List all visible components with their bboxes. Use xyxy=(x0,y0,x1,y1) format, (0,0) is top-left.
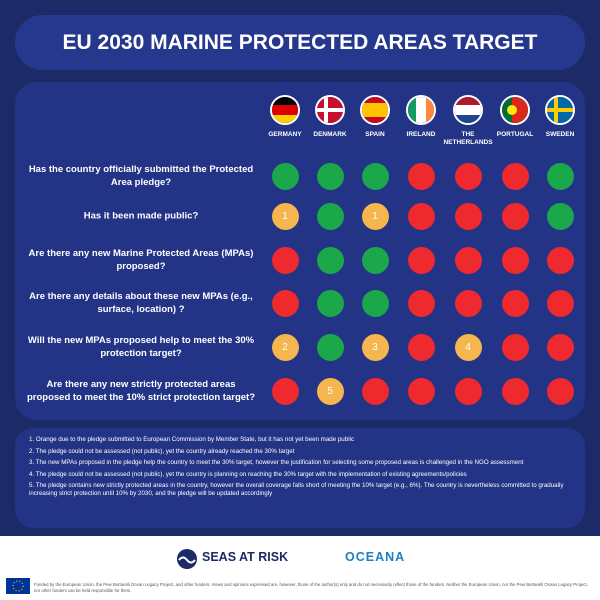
country-name: PORTUGAL xyxy=(496,131,534,138)
question: Are there any new strictly protected are… xyxy=(26,379,256,403)
status-dot xyxy=(454,162,482,190)
logo: OCEANA xyxy=(345,550,406,564)
country-name: GERMANY xyxy=(268,131,302,138)
status-dot xyxy=(271,289,299,317)
status-dot xyxy=(271,246,299,274)
flag xyxy=(270,95,300,125)
status-dot xyxy=(501,333,529,361)
footnote: 1. Orange due to the pledge submitted to… xyxy=(29,436,355,443)
status-dot xyxy=(546,377,574,405)
footnote: 4. The pledge could not be assessed (not… xyxy=(29,470,467,478)
logo: SEAS AT RISK xyxy=(202,550,289,564)
status-dot xyxy=(361,246,389,274)
status-dot xyxy=(454,289,482,317)
status-dot: 4 xyxy=(454,333,482,361)
footer: SEAS AT RISK OCEANA Funded by the Europe… xyxy=(0,536,600,600)
status-dot: 5 xyxy=(316,377,344,405)
status-dot xyxy=(501,202,529,230)
status-dot xyxy=(546,202,574,230)
status-dot xyxy=(316,289,344,317)
footnote: 3. The new MPAs proposed in the pledge h… xyxy=(29,459,524,466)
status-dot xyxy=(407,333,435,361)
flag xyxy=(500,95,530,125)
question: Will the new MPAs proposed help to meet … xyxy=(27,335,255,359)
seas-at-risk-icon xyxy=(177,549,197,569)
status-dot xyxy=(546,246,574,274)
status-dot xyxy=(316,333,344,361)
footnote: 5. The pledge contains new strictly prot… xyxy=(29,482,564,497)
status-dot xyxy=(546,333,574,361)
status-dot xyxy=(271,162,299,190)
status-dot xyxy=(501,377,529,405)
flag xyxy=(360,95,390,125)
footnotes: 1. Orange due to the pledge submitted to… xyxy=(15,428,585,528)
country-name: DENMARK xyxy=(313,131,347,138)
title: EU 2030 MARINE PROTECTED AREAS TARGET TR… xyxy=(15,15,585,109)
flag xyxy=(453,95,483,125)
status-dot xyxy=(407,289,435,317)
status-dot xyxy=(316,202,344,230)
flag xyxy=(545,95,575,125)
status-dot xyxy=(361,289,389,317)
status-dot xyxy=(501,162,529,190)
status-dot xyxy=(316,162,344,190)
flag xyxy=(406,95,436,125)
question: Has the country officially submitted the… xyxy=(28,164,254,188)
status-dot: 1 xyxy=(361,202,389,230)
status-dot xyxy=(271,377,299,405)
status-dot xyxy=(316,246,344,274)
status-dot xyxy=(361,162,389,190)
disclaimer: Funded by the European Union, the Pew Be… xyxy=(34,582,588,593)
status-dot xyxy=(454,202,482,230)
status-dot xyxy=(407,377,435,405)
status-dot xyxy=(361,377,389,405)
country-name: SPAIN xyxy=(365,131,385,138)
country-name: SWEDEN xyxy=(545,131,575,138)
question: Are there any new Marine Protected Areas… xyxy=(28,248,254,272)
status-dot xyxy=(454,377,482,405)
status-dot xyxy=(454,246,482,274)
question: Has it been made public? xyxy=(83,210,199,222)
country-name: THE NETHERLANDS xyxy=(443,131,493,146)
status-dot xyxy=(546,289,574,317)
status-dot xyxy=(407,202,435,230)
status-dot xyxy=(501,289,529,317)
eu-flag xyxy=(6,578,30,594)
status-dot: 2 xyxy=(271,333,299,361)
question: Are there any details about these new MP… xyxy=(29,291,253,315)
country-name: IRELAND xyxy=(406,131,436,138)
status-dot: 3 xyxy=(361,333,389,361)
status-dot xyxy=(501,246,529,274)
status-dot xyxy=(407,246,435,274)
flag xyxy=(315,95,345,125)
status-dot xyxy=(546,162,574,190)
status-dot xyxy=(407,162,435,190)
tracker-panel xyxy=(15,82,585,420)
footnote: 2. The pledge could not be assessed (not… xyxy=(29,447,295,455)
status-dot: 1 xyxy=(271,202,299,230)
